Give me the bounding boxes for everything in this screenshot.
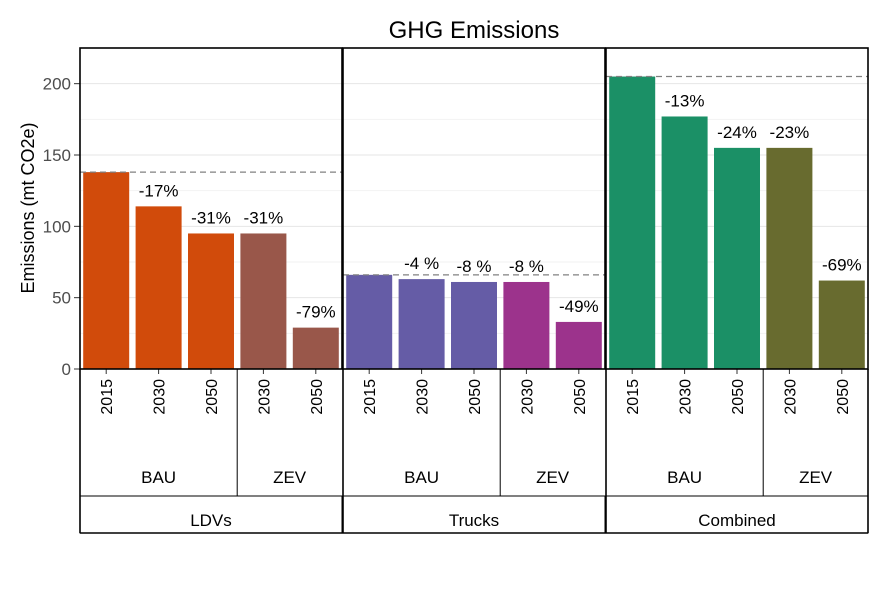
x-tick-label: 2030 — [152, 379, 169, 415]
bar-trucks-bau-2030 — [398, 279, 445, 369]
bar-data-label: -79% — [296, 303, 336, 322]
x-tick-label: 2030 — [256, 379, 273, 415]
x-tick-label: 2015 — [99, 379, 116, 415]
bar-data-label: -17% — [139, 181, 179, 200]
facet-label: LDVs — [190, 511, 232, 530]
x-tick-label: 2050 — [309, 379, 326, 415]
x-tick-label: 2050 — [467, 379, 484, 415]
group-label: ZEV — [536, 468, 570, 487]
x-tick-label: 2050 — [572, 379, 589, 415]
bar-combined-bau-2050 — [714, 147, 760, 369]
bar-ldvs-bau-2015 — [83, 172, 130, 369]
group-label: BAU — [667, 468, 702, 487]
facet-strip — [342, 495, 606, 534]
x-tick-label: 2030 — [415, 379, 432, 415]
bar-ldvs-bau-2050 — [188, 233, 234, 369]
y-tick-label: 150 — [43, 146, 71, 165]
bar-data-label: -24% — [717, 123, 757, 142]
x-tick-label: 2050 — [835, 379, 852, 415]
y-tick-label: 200 — [43, 75, 71, 94]
x-tick-label: 2030 — [782, 379, 799, 415]
panel-ldvs: 2015 -17% 2030 -31% 2050 -31% 2030 -79% 2050 BAU Z… — [79, 47, 343, 534]
panel-border — [605, 47, 869, 370]
group-label: BAU — [404, 468, 439, 487]
x-tick-label: 2015 — [625, 379, 642, 415]
chart-title: GHG Emissions — [389, 17, 560, 44]
facet-label: Trucks — [449, 511, 499, 530]
panel-border — [342, 47, 606, 370]
y-tick-label: 50 — [52, 289, 71, 308]
panel-border — [79, 47, 343, 370]
group-label: ZEV — [799, 468, 833, 487]
bar-data-label: -31% — [191, 208, 231, 227]
x-tick-label: 2030 — [519, 379, 536, 415]
x-tick-label: 2050 — [204, 379, 221, 415]
panel-trucks: 2015 -4 % 2030 -8 % 2050 -8 % 2030 -49% 2050 BAU Z… — [342, 47, 606, 534]
bar-trucks-zev-2030 — [503, 281, 550, 369]
bar-combined-bau-2015 — [609, 76, 656, 370]
plot-area: 0 50 100 150 200 2015 -17% 2030 -31% 2050 -31% 2030… — [43, 47, 869, 534]
y-axis-label: Emissions (mt CO2e) — [18, 122, 38, 293]
facet-strip — [79, 495, 343, 534]
bar-trucks-zev-2050 — [555, 321, 602, 369]
bar-data-label: -8 % — [457, 257, 492, 276]
bar-data-label: -49% — [559, 297, 599, 316]
group-label: BAU — [141, 468, 176, 487]
facet-label: Combined — [698, 511, 776, 530]
x-tick-label: 2050 — [730, 379, 747, 415]
bar-data-label: -23% — [770, 123, 810, 142]
x-tick-label: 2030 — [678, 379, 695, 415]
y-tick-label: 100 — [43, 217, 71, 236]
x-tick-label: 2015 — [362, 379, 379, 415]
bar-ldvs-bau-2030 — [135, 206, 182, 369]
bar-trucks-bau-2015 — [346, 274, 393, 369]
bar-combined-zev-2050 — [818, 280, 865, 369]
bar-combined-zev-2030 — [766, 147, 813, 369]
bar-trucks-bau-2050 — [451, 281, 497, 369]
group-label: ZEV — [273, 468, 307, 487]
bar-combined-bau-2030 — [661, 116, 708, 369]
bar-ldvs-zev-2030 — [240, 233, 287, 369]
bar-data-label: -69% — [822, 256, 862, 275]
y-tick-label: 0 — [62, 360, 71, 379]
bar-data-label: -8 % — [509, 257, 544, 276]
bar-data-label: -31% — [244, 208, 284, 227]
bar-ldvs-zev-2050 — [292, 327, 339, 369]
bar-data-label: -4 % — [404, 254, 439, 273]
bar-data-label: -13% — [665, 91, 705, 110]
panel-combined: 2015 -13% 2030 -24% 2050 -23% 2030 -69% 2050 BAU Z… — [605, 47, 869, 534]
